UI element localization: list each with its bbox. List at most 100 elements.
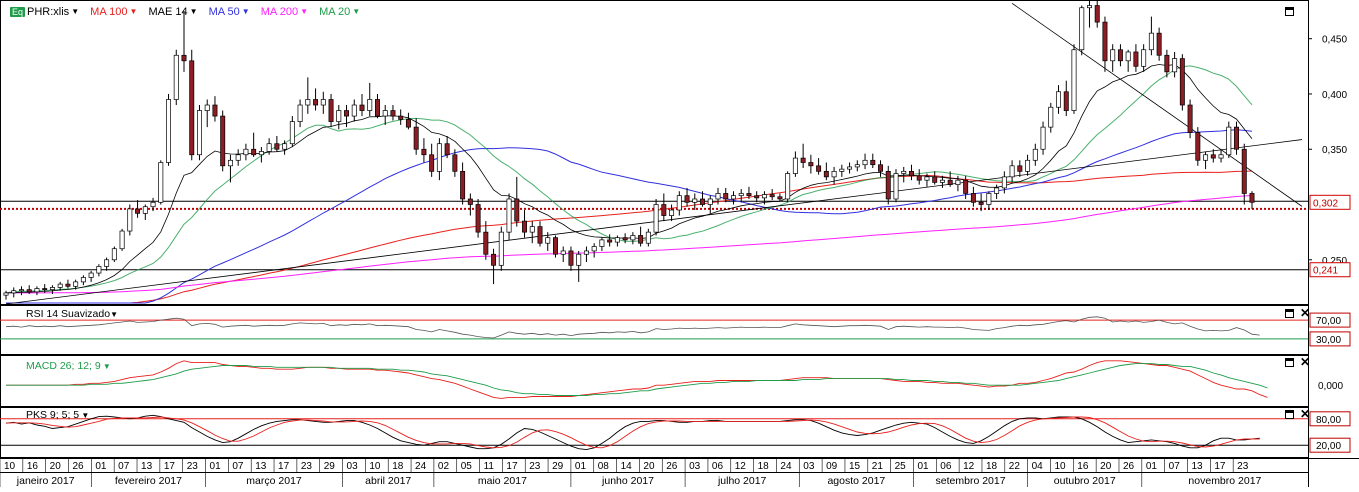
candle-body xyxy=(730,195,736,200)
candle xyxy=(251,132,257,157)
symbol-legend[interactable]: Eq PHR:xlis ▼ xyxy=(10,6,80,18)
day-tick-label: 21 xyxy=(872,461,884,472)
month-label: março 2017 xyxy=(246,475,302,487)
pane-frame-rsi xyxy=(0,305,1309,355)
candle xyxy=(88,270,94,282)
candle-body xyxy=(42,288,48,290)
rsi-line xyxy=(5,316,1260,339)
ma200-legend[interactable]: MA 200 ▼ xyxy=(260,6,308,18)
maximize-price-pane-button[interactable] xyxy=(1285,7,1294,16)
ma100-legend[interactable]: MA 100 ▼ xyxy=(90,6,138,18)
day-tick-label: 12 xyxy=(735,461,747,472)
rsi-tick-label: 70,00 xyxy=(1316,316,1341,327)
rsi-legend[interactable]: RSI 14 Suavizado▼ xyxy=(26,308,118,320)
month-label: julho 2017 xyxy=(717,475,767,487)
day-tick-label: 24 xyxy=(415,461,427,472)
candle-body xyxy=(1234,126,1239,150)
candle-body xyxy=(1218,154,1224,159)
candle-body xyxy=(1203,154,1209,161)
pks-legend[interactable]: PKS 9; 5; 5 ▼ xyxy=(26,409,90,421)
candle-body xyxy=(576,253,582,266)
candle xyxy=(715,187,721,205)
candle xyxy=(398,109,404,125)
day-tick-label: 06 xyxy=(712,461,724,472)
candle xyxy=(429,143,435,177)
candle-body xyxy=(854,164,860,168)
candle-body xyxy=(707,198,713,205)
candle-body xyxy=(645,231,651,244)
candle xyxy=(320,91,326,114)
candle-body xyxy=(498,231,504,266)
day-tick-label: 23 xyxy=(301,461,313,472)
pks-pct-k-line xyxy=(5,414,1260,451)
candle-body xyxy=(700,198,706,205)
candle-body xyxy=(444,143,450,156)
day-tick-label: 20 xyxy=(643,461,655,472)
candle xyxy=(1164,49,1170,78)
maximize-rsi-pane-button[interactable] xyxy=(1285,309,1294,318)
candle xyxy=(1226,121,1232,159)
day-tick-label: 01 xyxy=(210,461,222,472)
candle-body xyxy=(545,237,551,244)
maximize-macd-pane-button[interactable] xyxy=(1285,358,1294,367)
candle xyxy=(839,164,845,177)
day-tick-label: 14 xyxy=(621,461,633,472)
day-tick-label: 17 xyxy=(278,461,290,472)
candle xyxy=(901,166,907,183)
candle-body xyxy=(111,248,117,261)
close-macd-pane-icon[interactable]: ✕ xyxy=(1300,355,1311,369)
pks-tick-label: 20,00 xyxy=(1316,441,1341,452)
candle xyxy=(1117,44,1123,67)
maximize-pks-pane-button[interactable] xyxy=(1285,410,1294,419)
candle xyxy=(1079,5,1085,56)
candle xyxy=(142,204,148,220)
day-tick-label: 12 xyxy=(963,461,975,472)
ma20-legend[interactable]: MA 20 ▼ xyxy=(319,6,361,18)
candle xyxy=(297,99,303,128)
candle xyxy=(135,200,141,218)
candle-body xyxy=(939,179,945,183)
candle xyxy=(1094,0,1100,28)
candle-body xyxy=(367,99,373,111)
candle-body xyxy=(1001,176,1007,189)
day-tick-label: 18 xyxy=(392,461,404,472)
candle xyxy=(692,193,698,211)
close-pks-pane-icon[interactable]: ✕ xyxy=(1300,407,1311,421)
candle xyxy=(583,246,589,262)
candle-body xyxy=(1141,49,1147,67)
close-rsi-pane-icon[interactable]: ✕ xyxy=(1300,306,1311,320)
candle-body xyxy=(715,193,721,200)
candle-body xyxy=(932,176,938,183)
candle xyxy=(1125,49,1131,72)
candle xyxy=(552,235,558,258)
candle-body xyxy=(908,170,914,177)
candle xyxy=(1148,16,1154,56)
candle-body xyxy=(669,209,675,216)
candle-body xyxy=(127,208,133,232)
candle xyxy=(700,191,706,207)
candle-body xyxy=(1179,58,1185,106)
macd-legend[interactable]: MACD 26; 12; 9 ▼ xyxy=(26,360,111,372)
candle-body xyxy=(676,195,682,211)
candle-body xyxy=(947,179,953,185)
candle-body xyxy=(80,277,86,283)
candle xyxy=(777,193,783,202)
rsi-tag-box xyxy=(1309,331,1351,347)
pks-tick-label: 80,00 xyxy=(1316,415,1341,426)
candle-body xyxy=(1156,32,1162,56)
mae14-legend[interactable]: MAE 14 ▼ xyxy=(148,6,198,18)
candle-body xyxy=(173,54,179,100)
candle-body xyxy=(684,195,690,203)
price-tag-label: 0,302 xyxy=(1313,198,1338,209)
candle-body xyxy=(359,104,365,111)
day-tick-label: 13 xyxy=(255,461,267,472)
candle xyxy=(111,246,117,262)
day-tick-label: 07 xyxy=(118,461,130,472)
candle-body xyxy=(1048,106,1054,128)
day-tick-label: 02 xyxy=(438,461,450,472)
candle-body xyxy=(1226,126,1232,156)
ma50-legend[interactable]: MA 50 ▼ xyxy=(208,6,250,18)
candle xyxy=(73,279,79,290)
candle xyxy=(390,105,396,121)
candle xyxy=(498,226,504,271)
